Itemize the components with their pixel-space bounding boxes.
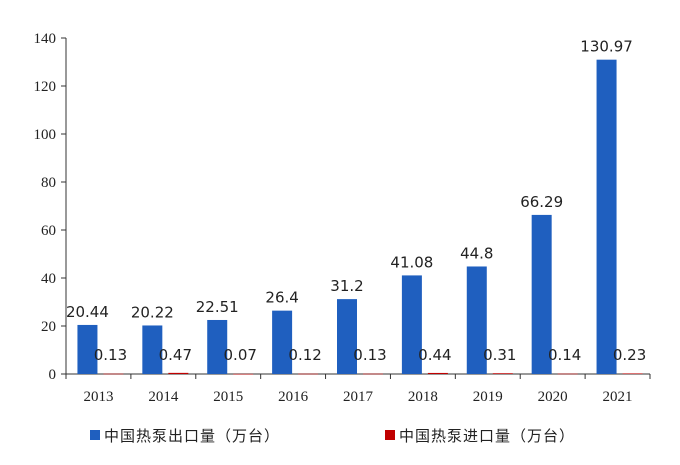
y-tick-label: 80 bbox=[41, 175, 56, 191]
y-tick-label: 20 bbox=[41, 319, 56, 335]
bar-export bbox=[142, 325, 163, 374]
bar-import bbox=[168, 372, 189, 374]
bar-export bbox=[596, 59, 617, 375]
data-label-export: 20.22 bbox=[131, 303, 174, 321]
bar-import bbox=[233, 373, 254, 375]
data-label-import: 0.47 bbox=[159, 346, 192, 364]
data-label-export: 26.4 bbox=[265, 289, 298, 307]
x-tick-label: 2017 bbox=[343, 389, 374, 405]
bars bbox=[77, 59, 643, 375]
data-label-export: 66.29 bbox=[520, 193, 563, 211]
data-label-import: 0.13 bbox=[353, 346, 386, 364]
legend-label-import: 中国热泵进口量（万台） bbox=[399, 427, 575, 445]
x-tick-label: 2014 bbox=[148, 389, 179, 405]
bar-import bbox=[622, 373, 643, 375]
data-label-import: 0.23 bbox=[613, 346, 646, 364]
bar-import bbox=[363, 373, 383, 375]
x-axis: 2013 2014 2015 2016 2017 2018 2019 2020 2021 bbox=[65, 373, 651, 405]
legend-swatch-export bbox=[90, 430, 100, 440]
legend-label-export: 中国热泵出口量（万台） bbox=[104, 427, 280, 445]
y-tick-label: 60 bbox=[41, 223, 56, 239]
data-label-export: 41.08 bbox=[390, 253, 433, 271]
legend-swatch-import bbox=[385, 430, 395, 440]
data-label-import: 0.07 bbox=[224, 346, 257, 364]
x-tick-label: 2015 bbox=[213, 389, 243, 405]
bar-import bbox=[103, 373, 124, 375]
data-label-export: 22.51 bbox=[196, 298, 239, 316]
bar-export bbox=[337, 299, 357, 374]
data-label-export: 20.44 bbox=[66, 303, 109, 321]
data-label-import: 0.14 bbox=[548, 346, 581, 364]
y-tick-label: 0 bbox=[49, 367, 57, 383]
y-tick-label: 40 bbox=[41, 271, 56, 287]
y-tick-label: 100 bbox=[34, 127, 57, 143]
bar-export bbox=[531, 214, 552, 374]
x-tick-label: 2016 bbox=[278, 389, 309, 405]
y-axis: 0 20 40 60 80 100 120 140 bbox=[34, 31, 67, 383]
bar-import bbox=[298, 373, 319, 375]
x-tick-label: 2018 bbox=[408, 389, 438, 405]
data-label-import: 0.13 bbox=[94, 346, 127, 364]
x-tick-label: 2021 bbox=[603, 389, 633, 405]
bar-export bbox=[207, 319, 228, 374]
legend: 中国热泵出口量（万台） 中国热泵进口量（万台） bbox=[90, 427, 575, 445]
data-label-export: 31.2 bbox=[330, 277, 363, 295]
data-label-export: 130.97 bbox=[580, 38, 633, 56]
bar-import bbox=[492, 373, 513, 374]
bar-export bbox=[466, 266, 487, 374]
bar-export bbox=[272, 310, 293, 374]
x-tick-label: 2019 bbox=[473, 389, 503, 405]
bar-import bbox=[557, 373, 578, 375]
x-tick-label: 2020 bbox=[538, 389, 568, 405]
x-tick-label: 2013 bbox=[83, 389, 113, 405]
data-labels: 20.44 0.13 20.22 0.47 22.51 0.07 26.4 0.12 31.2 0… bbox=[66, 38, 646, 364]
y-tick-label: 120 bbox=[34, 79, 57, 95]
y-tick-label: 140 bbox=[34, 31, 57, 47]
data-label-import: 0.31 bbox=[483, 346, 516, 364]
bar-export bbox=[401, 275, 422, 374]
bar-export bbox=[77, 324, 98, 374]
data-label-import: 0.12 bbox=[288, 346, 321, 364]
bar-import bbox=[427, 372, 448, 374]
data-label-export: 44.8 bbox=[460, 244, 493, 262]
data-label-import: 0.44 bbox=[418, 346, 451, 364]
